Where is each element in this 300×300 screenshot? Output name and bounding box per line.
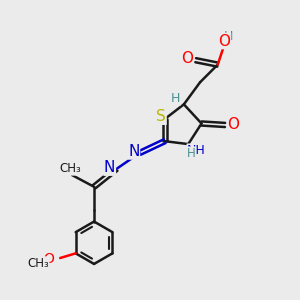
- Text: H: H: [171, 92, 180, 105]
- Text: N: N: [104, 160, 115, 175]
- Text: H: H: [224, 30, 233, 43]
- Text: S: S: [156, 109, 166, 124]
- Text: H: H: [187, 147, 196, 160]
- Text: CH₃: CH₃: [27, 257, 49, 270]
- Text: O: O: [182, 51, 194, 66]
- Text: O: O: [218, 34, 230, 49]
- Text: N: N: [128, 144, 140, 159]
- Text: NH: NH: [187, 144, 206, 157]
- Text: CH₃: CH₃: [60, 162, 81, 175]
- Text: O: O: [44, 253, 54, 266]
- Text: O: O: [227, 118, 239, 133]
